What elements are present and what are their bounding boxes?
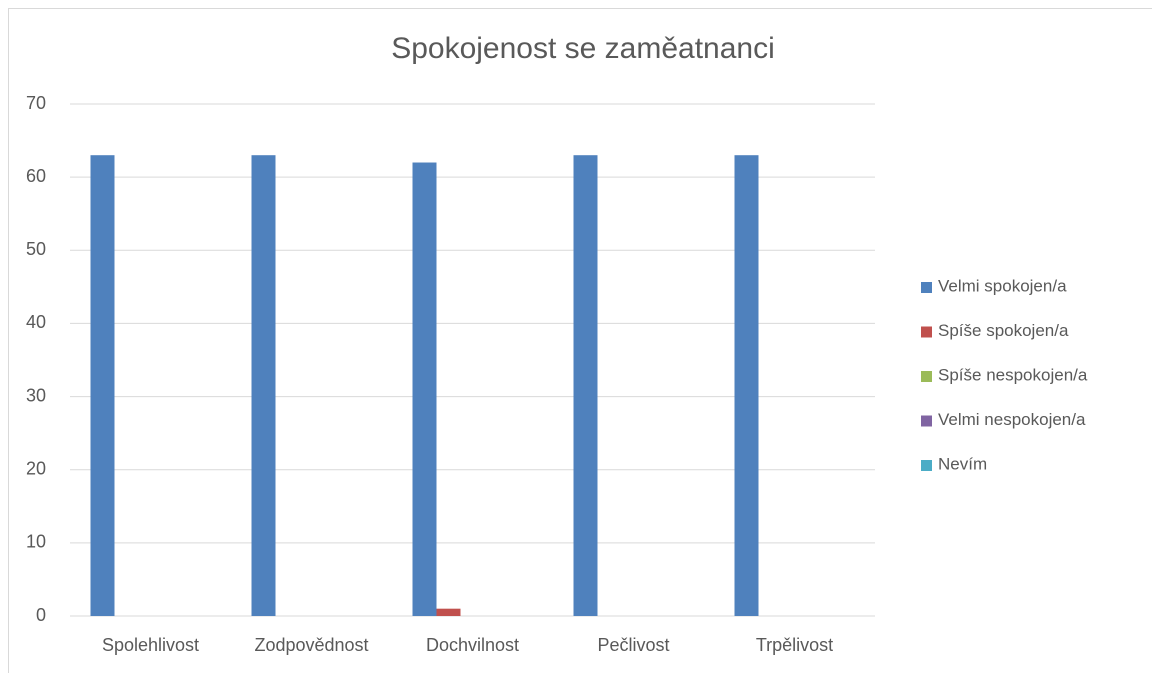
legend-swatch bbox=[921, 371, 932, 382]
y-tick-label: 50 bbox=[26, 239, 46, 259]
y-tick-label: 20 bbox=[26, 458, 46, 478]
x-tick-label: Dochvilnost bbox=[426, 635, 519, 655]
chart-title: Spokojenost se zaměatnanci bbox=[391, 32, 775, 65]
y-tick-label: 40 bbox=[26, 312, 46, 332]
bar bbox=[436, 608, 461, 616]
legend-swatch bbox=[921, 415, 932, 427]
bar bbox=[734, 155, 759, 616]
x-tick-label: Spolehlivost bbox=[102, 635, 199, 655]
chart-border bbox=[8, 8, 1152, 673]
bar bbox=[90, 155, 115, 616]
y-tick-label: 30 bbox=[26, 385, 46, 405]
bar bbox=[251, 155, 276, 616]
legend-swatch bbox=[921, 326, 932, 338]
bar bbox=[412, 162, 437, 616]
x-tick-label: Pečlivost bbox=[597, 635, 669, 655]
legend-label: Spíše spokojen/a bbox=[938, 321, 1069, 340]
legend-label: Spíše nespokojen/a bbox=[938, 365, 1088, 384]
legend-label: Velmi spokojen/a bbox=[938, 276, 1067, 295]
x-tick-label: Trpělivost bbox=[756, 635, 833, 655]
x-tick-label: Zodpovědnost bbox=[254, 635, 368, 655]
legend-swatch bbox=[921, 460, 932, 471]
y-tick-label: 10 bbox=[26, 532, 46, 552]
y-tick-label: 0 bbox=[36, 605, 46, 625]
legend-label: Velmi nespokojen/a bbox=[938, 410, 1086, 429]
legend-label: Nevím bbox=[938, 454, 987, 473]
legend-swatch bbox=[921, 282, 932, 293]
y-tick-label: 60 bbox=[26, 166, 46, 186]
bar bbox=[573, 155, 598, 616]
y-tick-label: 70 bbox=[26, 93, 46, 113]
